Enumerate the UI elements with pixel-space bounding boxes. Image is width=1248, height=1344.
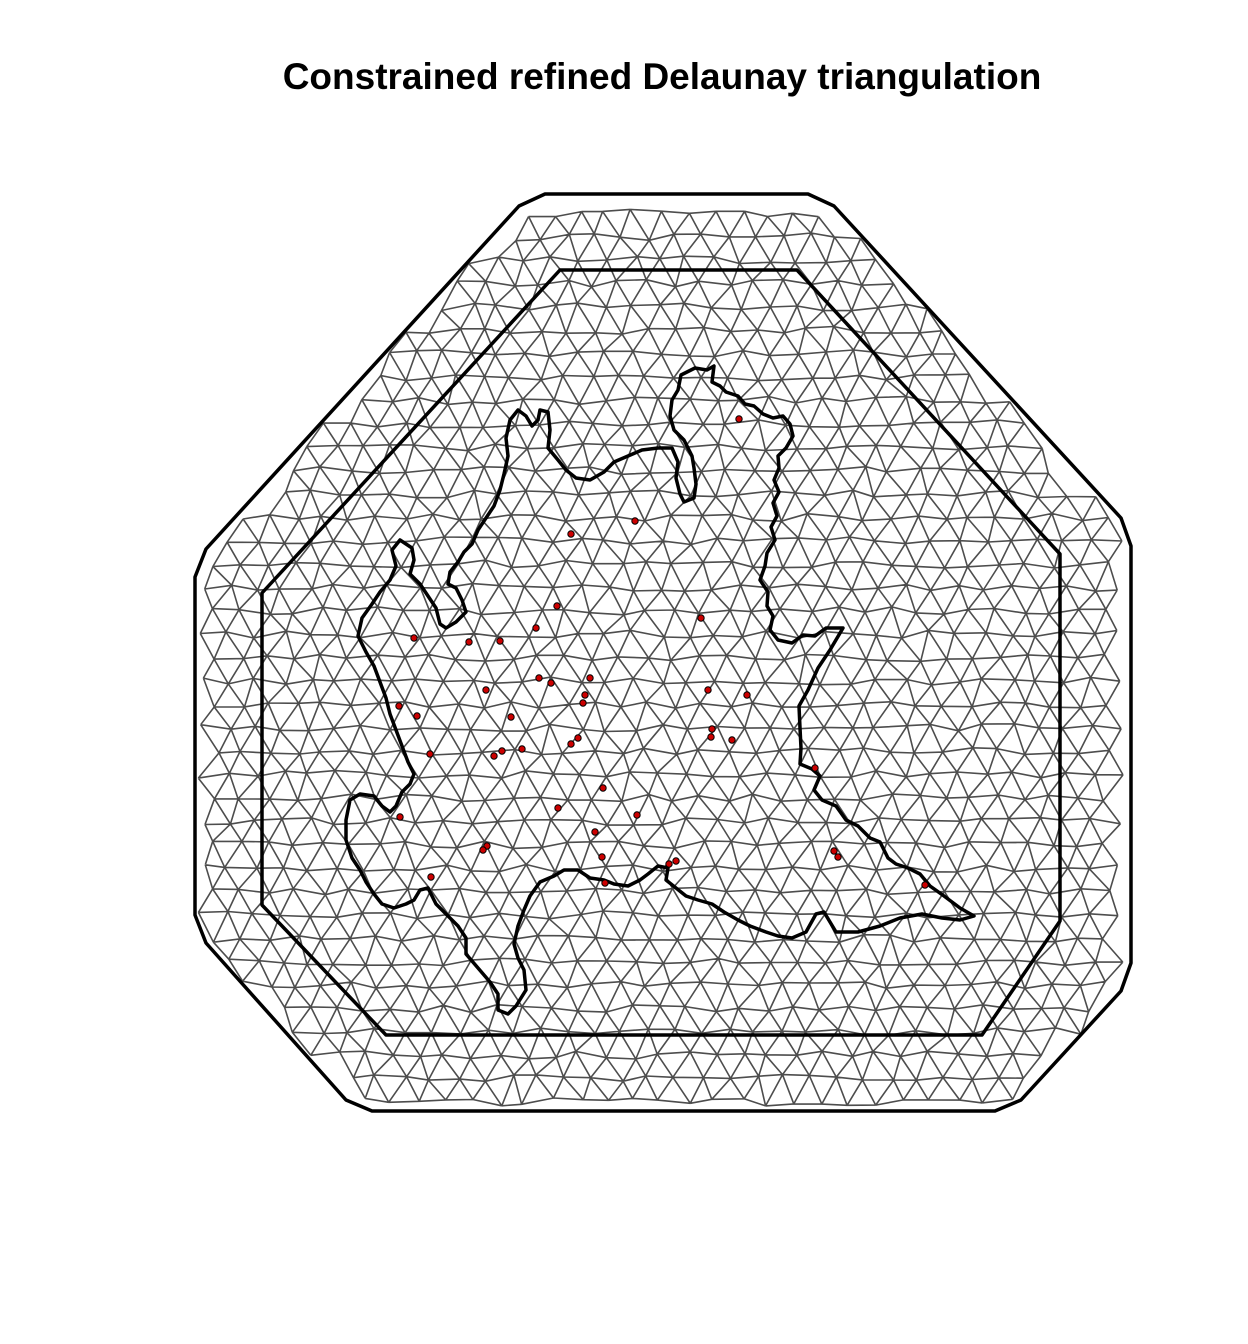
observation-point xyxy=(735,415,743,423)
observation-point xyxy=(708,725,716,733)
observation-point xyxy=(479,846,487,854)
observation-point xyxy=(601,879,609,887)
observation-point xyxy=(535,674,543,682)
observation-point xyxy=(410,634,418,642)
observation-point xyxy=(395,702,403,710)
observation-point xyxy=(704,686,712,694)
observation-point xyxy=(672,857,680,865)
observation-point xyxy=(547,679,555,687)
observation-point xyxy=(633,811,641,819)
observation-point xyxy=(728,736,736,744)
observation-point xyxy=(465,638,473,646)
observation-point xyxy=(396,813,404,821)
observation-point xyxy=(921,881,929,889)
page-title: Constrained refined Delaunay triangulati… xyxy=(282,56,1042,97)
mesh-edge-lines xyxy=(197,208,1124,1107)
observation-point xyxy=(581,691,589,699)
observation-point xyxy=(631,517,639,525)
outer-boundary xyxy=(193,192,1133,1113)
observation-point xyxy=(532,624,540,632)
observation-point xyxy=(707,733,715,741)
observation-point xyxy=(426,750,434,758)
observation-point xyxy=(599,784,607,792)
observation-point xyxy=(567,740,575,748)
observation-point xyxy=(496,637,504,645)
observation-point xyxy=(518,745,526,753)
observation-point xyxy=(830,847,838,855)
observation-point xyxy=(598,853,606,861)
observation-point xyxy=(498,747,506,755)
observation-points xyxy=(395,415,929,889)
observation-point xyxy=(507,713,515,721)
observation-point xyxy=(554,804,562,812)
observation-point xyxy=(743,691,751,699)
inner-boundary xyxy=(260,268,1062,1037)
observation-point xyxy=(579,699,587,707)
observation-point xyxy=(665,860,673,868)
observation-point xyxy=(427,873,435,881)
observation-point xyxy=(567,530,575,538)
observation-point xyxy=(834,853,842,861)
observation-point xyxy=(413,712,421,720)
observation-point xyxy=(490,752,498,760)
mesh-edges xyxy=(197,208,1124,1107)
observation-point xyxy=(553,602,561,610)
region-outline xyxy=(344,364,976,1016)
observation-point xyxy=(586,674,594,682)
observation-point xyxy=(482,686,490,694)
observation-point xyxy=(591,828,599,836)
observation-point xyxy=(811,764,819,772)
observation-point xyxy=(697,614,705,622)
observation-point xyxy=(574,734,582,742)
